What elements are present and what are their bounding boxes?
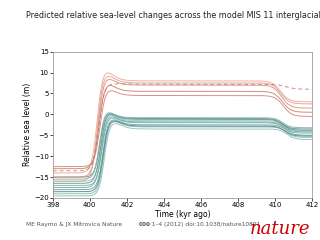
X-axis label: Time (kyr ago): Time (kyr ago) (155, 210, 210, 219)
Text: ME Raymo & JX Mitrovica Nature: ME Raymo & JX Mitrovica Nature (26, 222, 124, 227)
Y-axis label: Relative sea level (m): Relative sea level (m) (23, 83, 32, 166)
Text: Predicted relative sea-level changes across the model MIS 11 interglacial.: Predicted relative sea-level changes acr… (26, 11, 320, 20)
Text: nature: nature (250, 220, 310, 238)
Text: 000: 000 (139, 222, 151, 227)
Text: , 1–4 (2012) doi:10.1038/nature10891: , 1–4 (2012) doi:10.1038/nature10891 (148, 222, 260, 227)
